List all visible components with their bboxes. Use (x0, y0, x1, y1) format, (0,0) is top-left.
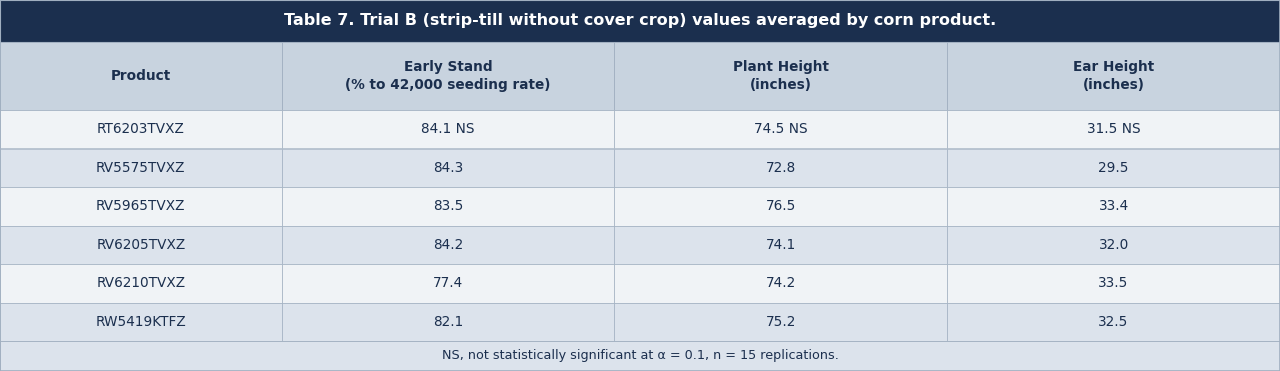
Text: RW5419KTFZ: RW5419KTFZ (96, 315, 186, 329)
Text: RV5575TVXZ: RV5575TVXZ (96, 161, 186, 175)
Bar (614, 42, 947, 110)
Text: 33.5: 33.5 (1098, 276, 1129, 290)
Bar (0, 341, 1280, 371)
Text: RV5965TVXZ: RV5965TVXZ (96, 199, 186, 213)
Bar (614, 110, 947, 148)
Bar (282, 42, 614, 110)
Bar (282, 187, 614, 226)
Text: 83.5: 83.5 (433, 199, 463, 213)
Text: 84.3: 84.3 (433, 161, 463, 175)
Text: NS, not statistically significant at α = 0.1, n = 15 replications.: NS, not statistically significant at α =… (442, 349, 838, 362)
Text: Plant Height
(inches): Plant Height (inches) (732, 60, 829, 92)
Text: 75.2: 75.2 (765, 315, 796, 329)
Bar (0, 110, 282, 148)
Bar (282, 226, 614, 264)
Text: RT6203TVXZ: RT6203TVXZ (97, 122, 184, 136)
Text: Early Stand
(% to 42,000 seeding rate): Early Stand (% to 42,000 seeding rate) (346, 60, 550, 92)
Bar (947, 110, 1280, 148)
Bar (0, 187, 282, 226)
Text: 32.0: 32.0 (1098, 238, 1129, 252)
Text: 33.4: 33.4 (1098, 199, 1129, 213)
Bar (0, 226, 282, 264)
Text: 32.5: 32.5 (1098, 315, 1129, 329)
Bar (614, 302, 947, 341)
Text: 84.1 NS: 84.1 NS (421, 122, 475, 136)
Bar (947, 226, 1280, 264)
Text: 31.5 NS: 31.5 NS (1087, 122, 1140, 136)
Text: 74.2: 74.2 (765, 276, 796, 290)
Bar (0, 264, 282, 302)
Text: 74.5 NS: 74.5 NS (754, 122, 808, 136)
Bar (614, 264, 947, 302)
Bar (0, 148, 282, 187)
Bar (0, 0, 1280, 42)
Text: 84.2: 84.2 (433, 238, 463, 252)
Bar (614, 148, 947, 187)
Text: RV6210TVXZ: RV6210TVXZ (96, 276, 186, 290)
Text: Ear Height
(inches): Ear Height (inches) (1073, 60, 1155, 92)
Bar (614, 187, 947, 226)
Text: 74.1: 74.1 (765, 238, 796, 252)
Text: 77.4: 77.4 (433, 276, 463, 290)
Bar (282, 302, 614, 341)
Text: Table 7. Trial B (strip-till without cover crop) values averaged by corn product: Table 7. Trial B (strip-till without cov… (284, 13, 996, 29)
Bar (947, 148, 1280, 187)
Bar (0, 42, 282, 110)
Text: 29.5: 29.5 (1098, 161, 1129, 175)
Text: 72.8: 72.8 (765, 161, 796, 175)
Text: 82.1: 82.1 (433, 315, 463, 329)
Bar (282, 264, 614, 302)
Text: RV6205TVXZ: RV6205TVXZ (96, 238, 186, 252)
Bar (0, 302, 282, 341)
Bar (614, 226, 947, 264)
Bar (282, 148, 614, 187)
Text: Product: Product (110, 69, 172, 83)
Bar (947, 302, 1280, 341)
Bar (947, 42, 1280, 110)
Bar (282, 110, 614, 148)
Bar (947, 264, 1280, 302)
Bar (947, 187, 1280, 226)
Text: 76.5: 76.5 (765, 199, 796, 213)
